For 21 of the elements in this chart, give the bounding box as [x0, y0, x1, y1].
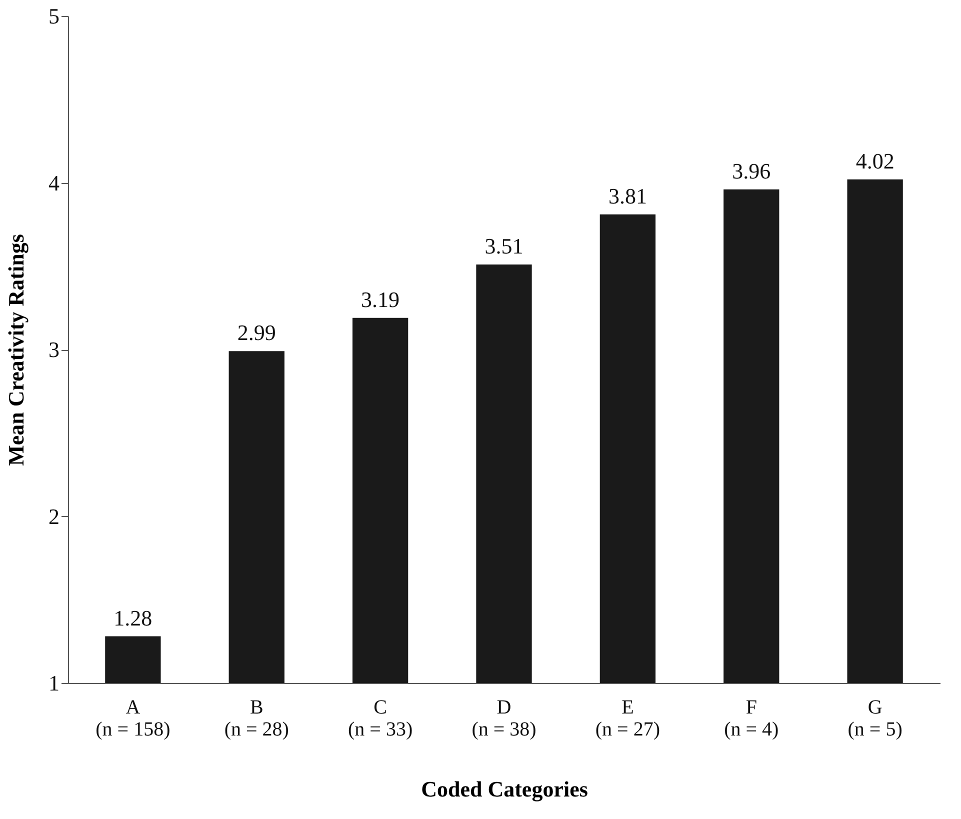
x-tick-label: B (n = 28): [224, 696, 289, 740]
x-tick-label: G (n = 5): [848, 696, 902, 740]
y-tick-label: 5: [48, 4, 60, 28]
data-label: 2.99: [237, 320, 276, 346]
y-tick-label: 3: [48, 337, 60, 362]
x-tick-label: C (n = 33): [348, 696, 413, 740]
data-label: 3.19: [361, 286, 400, 312]
y-tick-label: 4: [48, 170, 60, 196]
y-axis-title: Mean Creativity Ratings: [4, 234, 28, 466]
y-tick-label: 1: [48, 670, 60, 696]
y-tick-label: 2: [48, 504, 60, 529]
x-tick-label: F (n = 4): [724, 696, 779, 740]
data-label: 3.96: [732, 158, 771, 184]
data-label: 3.81: [608, 183, 647, 208]
x-tick-label: D (n = 38): [472, 696, 536, 740]
x-tick-label: E (n = 27): [595, 696, 660, 740]
x-axis-title: Coded Categories: [421, 776, 588, 802]
x-tick-label: A (n = 158): [96, 696, 170, 740]
data-label: 4.02: [856, 148, 894, 174]
data-label: 3.51: [484, 233, 524, 258]
data-label: 1.28: [114, 605, 152, 630]
